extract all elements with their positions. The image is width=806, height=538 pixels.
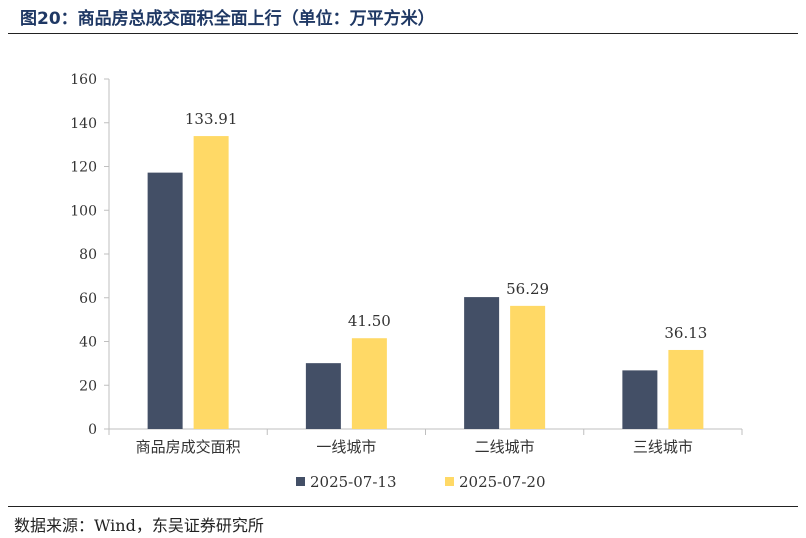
legend-swatch-series1 (296, 477, 305, 486)
bars-group (147, 136, 704, 429)
source-divider (8, 506, 798, 507)
figure-title: 图20：商品房总成交面积全面上行（单位：万平方米） (20, 9, 435, 29)
y-tick-label: 140 (70, 116, 97, 132)
x-axis: 商品房成交面积 一线城市 二线城市 三线城市 (108, 428, 743, 456)
title-divider (8, 33, 798, 34)
y-tick-label: 20 (79, 378, 97, 394)
data-label: 56.29 (506, 280, 549, 298)
x-category-label: 二线城市 (475, 438, 535, 456)
legend-label-series1: 2025-07-13 (310, 473, 396, 491)
y-tick-label: 0 (88, 422, 97, 438)
y-tick-label: 60 (79, 291, 97, 307)
y-tick-label: 100 (70, 203, 97, 219)
y-tick-label: 160 (70, 72, 97, 88)
source-note: 数据来源：Wind，东吴证券研究所 (14, 516, 264, 535)
legend-swatch-series2 (445, 477, 454, 486)
y-tick-label: 120 (70, 160, 97, 176)
x-category-label: 商品房成交面积 (136, 438, 241, 456)
x-category-label: 三线城市 (633, 438, 693, 456)
bar-series1 (622, 370, 658, 429)
value-labels-group: 133.91 41.50 56.29 36.13 (185, 110, 707, 342)
legend: 2025-07-13 2025-07-20 (296, 473, 545, 491)
y-axis: 0 20 40 60 80 100 120 140 160 (70, 72, 110, 438)
bar-series2 (668, 349, 704, 429)
data-label: 41.50 (348, 312, 391, 330)
x-category-label: 一线城市 (316, 438, 376, 456)
data-label: 36.13 (664, 324, 707, 342)
data-label: 133.91 (185, 110, 238, 128)
bar-series1 (147, 172, 183, 429)
bar-series2 (351, 338, 387, 429)
bar-series1 (305, 363, 341, 429)
y-tick-label: 80 (79, 247, 97, 263)
bar-series1 (464, 297, 500, 429)
y-tick-label: 40 (79, 335, 97, 351)
bar-series2 (193, 136, 229, 429)
legend-label-series2: 2025-07-20 (459, 473, 545, 491)
bar-series2 (510, 305, 546, 429)
